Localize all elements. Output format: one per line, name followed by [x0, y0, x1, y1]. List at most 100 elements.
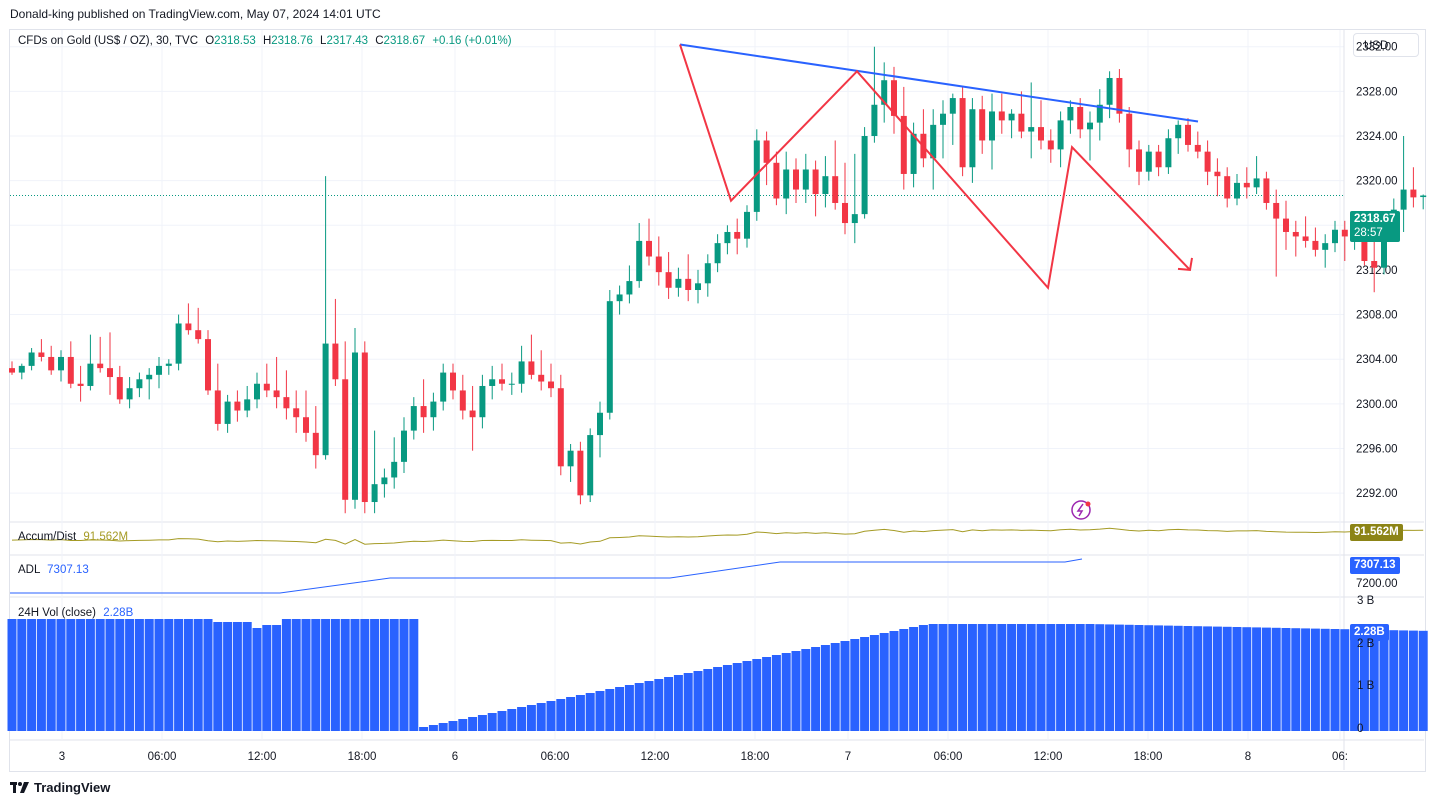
candle-body: [1234, 182, 1240, 199]
volume-bar: [791, 651, 801, 731]
candle-body: [1312, 240, 1319, 250]
high-value: 2318.76: [271, 35, 313, 47]
candle-body: [567, 450, 574, 467]
x-tick-label: 7: [845, 751, 851, 763]
candle-body: [1283, 218, 1289, 232]
symbol-label: CFDs on Gold (US$ / OZ), 30, TVC: [18, 35, 199, 47]
volume-bar: [360, 619, 370, 731]
adl-badge: 7307.13: [1350, 557, 1400, 574]
volume-bar: [1369, 629, 1379, 731]
last-price-value: 2318.67: [1354, 213, 1396, 225]
candle-body: [930, 124, 937, 159]
x-tick-label: 3: [59, 751, 65, 763]
x-tick-label: 18:00: [1134, 751, 1163, 763]
volume-bar: [811, 647, 821, 731]
candle-body: [1057, 120, 1064, 150]
volume-bar: [595, 691, 605, 731]
candle-body: [185, 323, 192, 331]
vol-tick-2b: 2 B: [1357, 638, 1375, 650]
volume-bar: [115, 619, 125, 731]
adl-value: 7307.13: [47, 564, 89, 576]
y-tick-label: 2312.00: [1356, 265, 1398, 277]
vol-tick-1b: 1 B: [1357, 680, 1375, 692]
volume-bar: [1085, 624, 1095, 731]
candle-body: [1067, 106, 1074, 121]
candle-body: [136, 379, 143, 389]
vol-tick-0: 0: [1357, 723, 1364, 735]
candle-body: [1400, 189, 1407, 210]
candle-body: [812, 169, 819, 195]
volume-bar: [350, 619, 360, 731]
volume-bar: [654, 679, 664, 731]
volume-bar: [497, 711, 507, 731]
volume-bar: [771, 655, 781, 731]
candle-body: [420, 406, 427, 418]
candle-body: [342, 379, 349, 500]
currency-selector[interactable]: USD: [1353, 33, 1419, 57]
candle-body: [1204, 151, 1211, 172]
open-value: 2318.53: [214, 35, 256, 47]
x-tick-label: 06:00: [934, 751, 963, 763]
tradingview-brand[interactable]: TradingView: [10, 780, 110, 795]
candle-body: [900, 115, 907, 174]
volume-bar: [311, 619, 321, 731]
volume-bar: [164, 619, 174, 731]
volume-bar: [262, 625, 272, 731]
candle-body: [969, 109, 976, 168]
candle-body: [959, 98, 966, 168]
vol-value: 2.28B: [103, 607, 134, 619]
low-label: L: [320, 35, 327, 47]
candle-body: [910, 133, 917, 174]
candle-body: [283, 397, 290, 409]
volume-bar: [448, 721, 458, 731]
x-tick-label: 18:00: [348, 751, 377, 763]
candle-body: [528, 361, 535, 375]
symbol-legend: CFDs on Gold (US$ / OZ), 30, TVC O2318.5…: [18, 35, 516, 47]
candle-body: [224, 401, 231, 424]
volume-bar: [144, 619, 154, 731]
volume-bar: [1183, 626, 1193, 731]
candle-body: [175, 323, 182, 364]
volume-bar: [1026, 624, 1036, 731]
candle-body: [998, 111, 1005, 121]
candle-body: [763, 140, 770, 163]
change-value: +0.16 (+0.01%): [432, 35, 512, 47]
volume-bar: [869, 635, 879, 731]
candle-body: [538, 374, 545, 382]
volume-bar: [1144, 625, 1154, 731]
candle-body: [1194, 144, 1201, 152]
volume-bar: [762, 657, 772, 731]
candle-body: [263, 383, 270, 391]
candle-body: [1165, 138, 1172, 168]
volume-bar: [1075, 624, 1085, 731]
tradingview-logo-icon: [10, 781, 29, 793]
volume-bar: [1105, 624, 1115, 731]
volume-bar: [1056, 624, 1066, 731]
volume-bar: [928, 624, 938, 731]
candle-body: [9, 368, 15, 373]
volume-bar: [703, 669, 713, 731]
resistance-trendline: [679, 43, 1199, 123]
volume-bar: [1222, 626, 1232, 731]
candle-body: [1243, 182, 1250, 188]
volume-bar: [281, 619, 291, 731]
candle-body: [851, 214, 858, 224]
x-tick-label: 6: [452, 751, 458, 763]
y-tick-label: 2332.00: [1356, 42, 1398, 54]
candle-body: [1341, 229, 1348, 237]
volume-bar: [879, 633, 889, 731]
candle-body: [126, 388, 133, 400]
volume-bar: [918, 625, 928, 731]
candle-body: [244, 399, 251, 411]
volume-bar: [967, 624, 977, 731]
y-tick-label: 2292.00: [1356, 488, 1398, 500]
volume-bar: [477, 715, 487, 731]
bar-countdown: 28:57: [1354, 227, 1383, 239]
volume-bar: [732, 663, 742, 731]
volume-bar: [1154, 625, 1164, 731]
candle-body: [548, 381, 554, 389]
volume-bar: [987, 624, 997, 731]
adl-line: [10, 558, 1083, 594]
candle-body: [107, 368, 113, 378]
